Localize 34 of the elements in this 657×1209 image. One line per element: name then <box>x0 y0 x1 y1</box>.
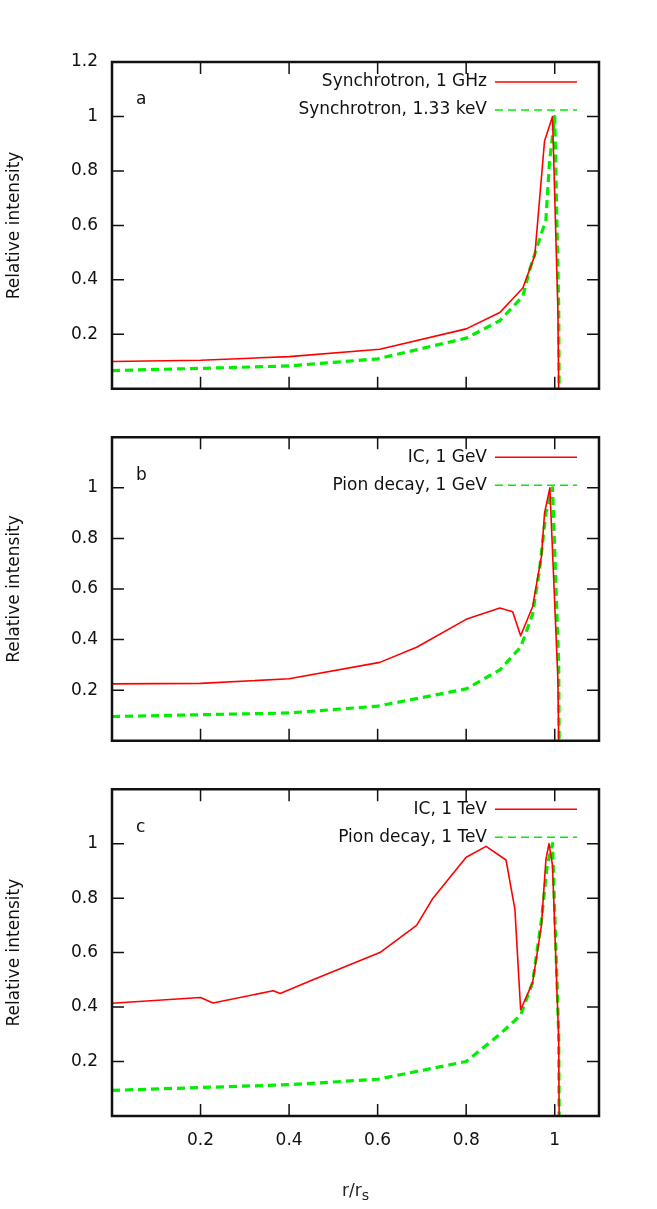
legend-label: Pion decay, 1 TeV <box>338 825 488 846</box>
y-tick-label: 0.2 <box>70 1049 98 1070</box>
annotation: b <box>136 463 147 484</box>
y-axis-title: Relative intensity <box>2 151 23 300</box>
x-tick-label: 1 <box>549 1128 561 1149</box>
x-tick-label: 0.6 <box>364 1128 392 1149</box>
legend-label: IC, 1 GeV <box>407 445 488 466</box>
x-tick-label: 0.4 <box>275 1128 303 1149</box>
x-tick-label: 0.8 <box>452 1128 480 1149</box>
y-tick-label: 0.8 <box>70 886 98 907</box>
y-tick-label: 0.6 <box>70 213 98 234</box>
y-tick-label: 1.2 <box>70 50 98 71</box>
annotation: c <box>136 815 146 836</box>
annotation: a <box>136 88 147 109</box>
legend-label: IC, 1 TeV <box>413 797 488 818</box>
y-tick-label: 0.6 <box>70 577 98 598</box>
legend-label: Pion decay, 1 GeV <box>332 473 488 494</box>
y-tick-label: 0.4 <box>70 628 98 649</box>
y-tick-label: 0.2 <box>70 322 98 343</box>
y-tick-label: 1 <box>87 476 98 497</box>
y-tick-label: 1 <box>87 832 98 853</box>
x-tick-label: 0.2 <box>187 1128 215 1149</box>
y-axis-title: Relative intensity <box>2 515 23 663</box>
y-tick-label: 0.6 <box>70 941 98 962</box>
legend-label: Synchrotron, 1.33 keV <box>298 98 488 119</box>
y-tick-label: 0.8 <box>70 526 98 547</box>
y-tick-label: 0.4 <box>70 268 98 289</box>
y-tick-label: 0.8 <box>70 159 98 180</box>
legend-label: Synchrotron, 1 GHz <box>321 70 488 91</box>
y-tick-label: 0.2 <box>70 678 98 699</box>
y-axis-title: Relative intensity <box>2 878 23 1027</box>
y-tick-label: 0.4 <box>70 995 98 1016</box>
x-axis-title: r/r$_{s}$ <box>340 1180 371 1204</box>
y-tick-label: 1 <box>87 104 98 125</box>
